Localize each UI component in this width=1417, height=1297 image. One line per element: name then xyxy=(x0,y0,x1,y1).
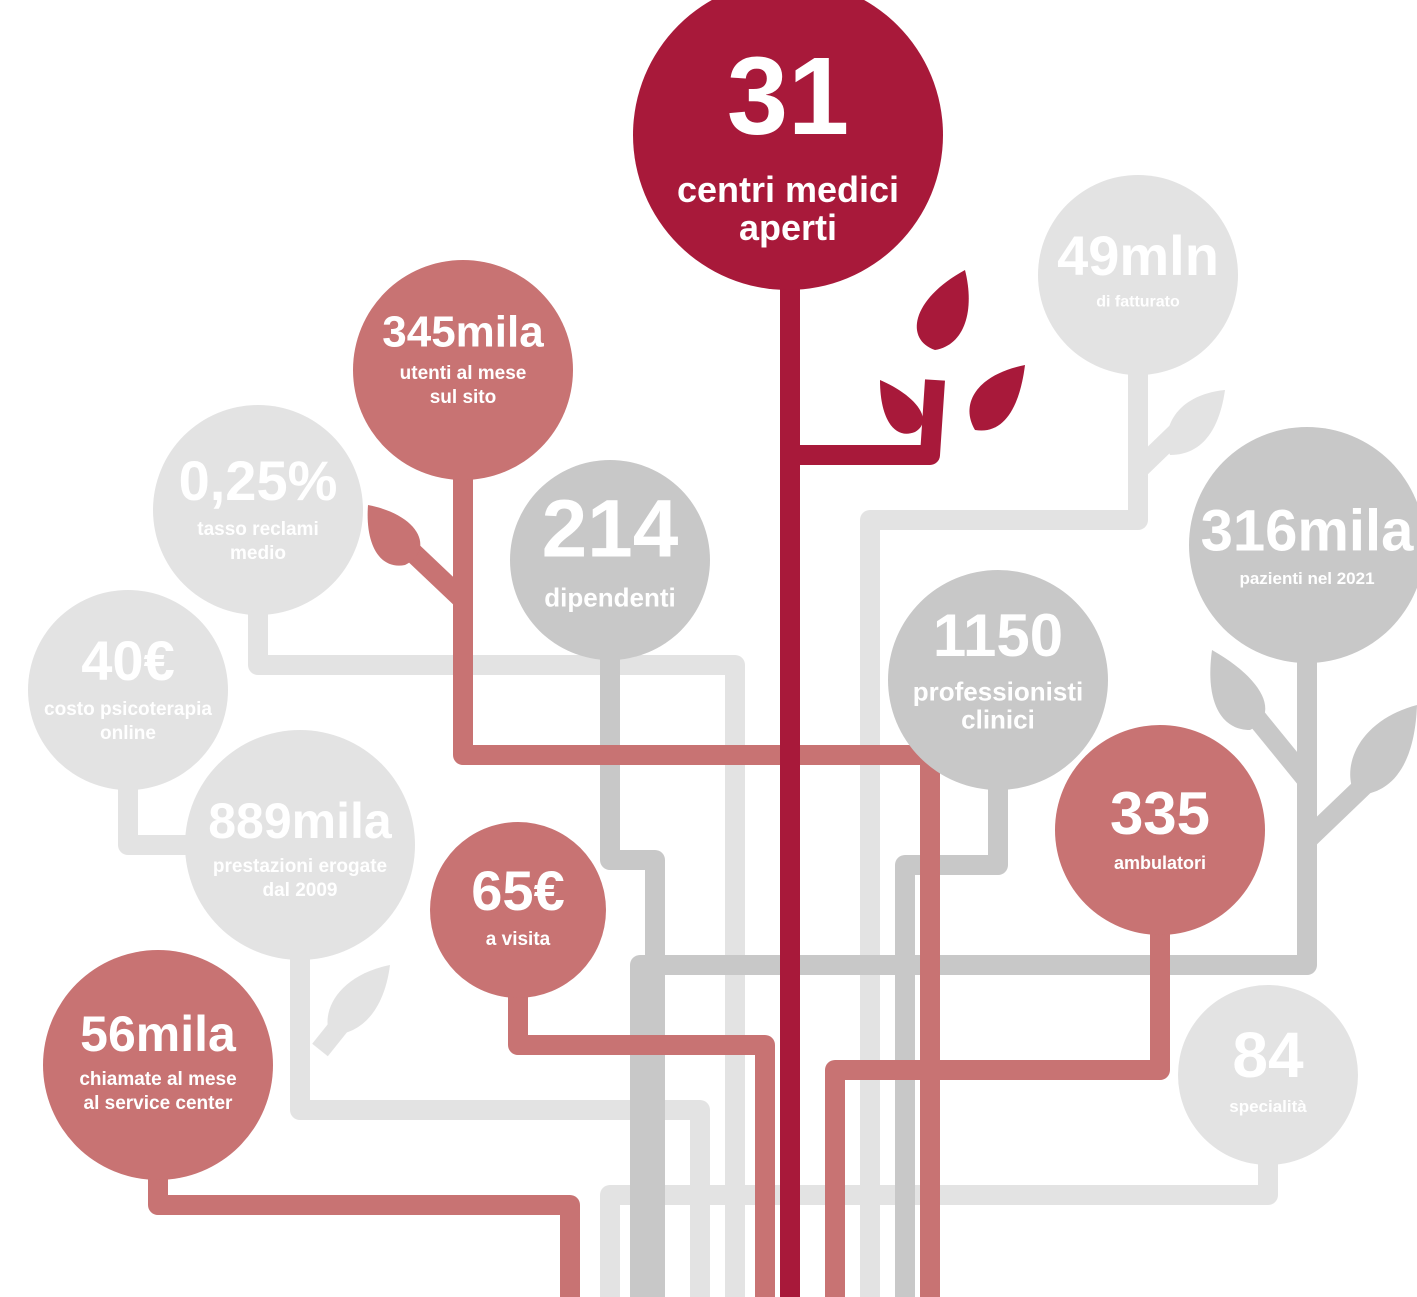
stat-label: pazienti nel 2021 xyxy=(1239,569,1374,588)
stat-value: 0,25% xyxy=(179,449,338,512)
leaf xyxy=(969,365,1025,431)
stat-node: 335 ambulatori xyxy=(1055,725,1265,935)
stat-label: utenti al mese xyxy=(400,363,527,384)
stat-label: specialità xyxy=(1229,1097,1307,1116)
stat-label: centri medici xyxy=(677,169,899,210)
stat-node: 345mila utenti al mese sul sito xyxy=(353,260,573,480)
stat-value: 84 xyxy=(1232,1019,1304,1091)
leaf xyxy=(1167,390,1225,455)
stat-label: sul sito xyxy=(430,387,497,408)
stat-value: 335 xyxy=(1110,780,1210,847)
stat-node: 214 dipendenti xyxy=(510,460,710,660)
leaf xyxy=(880,380,923,434)
stat-label: dal 2009 xyxy=(263,880,338,901)
stat-node: 316mila pazienti nel 2021 xyxy=(1189,427,1417,663)
stat-label: a visita xyxy=(486,929,551,950)
stat-label: medio xyxy=(230,543,286,564)
stat-node: 49mln di fatturato xyxy=(1038,175,1238,375)
stat-label: chiamate al mese xyxy=(79,1069,236,1090)
stat-label: di fatturato xyxy=(1096,294,1180,311)
stat-value: 1150 xyxy=(933,602,1063,669)
stat-node: 889mila prestazioni erogate dal 2009 xyxy=(185,730,415,960)
stat-label: online xyxy=(100,723,156,744)
stat-label: costo psicoterapia xyxy=(44,699,212,720)
leaf xyxy=(368,505,421,566)
leaf xyxy=(1210,650,1265,730)
stat-value: 56mila xyxy=(80,1006,237,1062)
stat-label: dipendenti xyxy=(544,582,675,612)
stat-label: professionisti xyxy=(913,676,1083,706)
stat-value: 49mln xyxy=(1057,224,1219,287)
leaf xyxy=(917,270,969,350)
stat-node: 65€ a visita xyxy=(430,822,606,998)
stat-node: 0,25% tasso reclami medio xyxy=(153,405,363,615)
stat-label: tasso reclami xyxy=(197,519,318,540)
stat-label: prestazioni erogate xyxy=(213,856,387,877)
stat-value: 31 xyxy=(727,35,849,158)
stat-node: 84 specialità xyxy=(1178,985,1358,1165)
leaf xyxy=(1350,705,1417,795)
stat-value: 65€ xyxy=(471,859,564,922)
stat-label: clinici xyxy=(961,704,1035,734)
stat-value: 214 xyxy=(542,484,679,575)
stat-label: aperti xyxy=(739,207,837,248)
stat-circle xyxy=(43,950,273,1180)
stat-node: 40€ costo psicoterapia online xyxy=(28,590,228,790)
stat-value: 345mila xyxy=(382,308,544,357)
stat-label: ambulatori xyxy=(1114,853,1206,873)
stat-value: 316mila xyxy=(1201,498,1415,563)
infographic: 31 centri mediciaperti 345mila utenti al me… xyxy=(0,0,1417,1297)
stat-label: al service center xyxy=(84,1093,234,1114)
stat-node: 56mila chiamate al mese al service center xyxy=(43,950,273,1180)
stat-value: 40€ xyxy=(81,629,174,692)
leaf xyxy=(328,965,391,1035)
stat-value: 889mila xyxy=(208,793,393,849)
